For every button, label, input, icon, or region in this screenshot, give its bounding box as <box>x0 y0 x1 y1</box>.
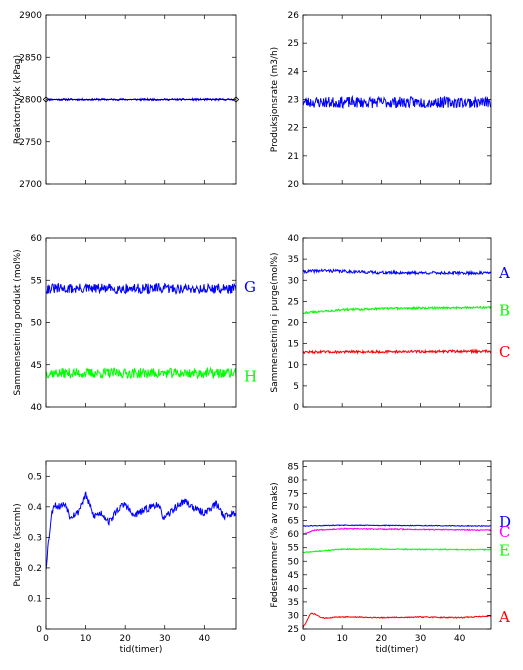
y-tick-label: 35 <box>288 255 299 265</box>
x-tick-label: 10 <box>336 634 348 644</box>
y-tick-label: 60 <box>31 234 43 244</box>
y-tick-label: 25 <box>288 39 299 49</box>
y-tick-label: 45 <box>288 571 299 581</box>
y-tick-label: 22 <box>288 124 299 134</box>
series-label-B: B <box>499 302 510 320</box>
series-label-E: E <box>499 541 510 559</box>
y-tick-label: 0.2 <box>28 564 42 574</box>
series-label-A: A <box>498 608 510 626</box>
x-tick-label: 0 <box>300 634 306 644</box>
series-label-C: C <box>499 523 510 541</box>
series-label-A: A <box>498 264 510 282</box>
y-tick-label: 75 <box>288 490 299 500</box>
series-label-G: G <box>244 278 256 296</box>
series-line-C <box>303 348 491 355</box>
y-tick-label: 5 <box>293 382 299 392</box>
chart-panel-1: 20 21 22 23 24 25 26 Produksjonsrate (m3/h) <box>270 11 492 190</box>
y-axis-label: Sammensetning produkt (mol%) <box>13 249 23 395</box>
x-tick-label: 40 <box>454 634 466 644</box>
y-axis-label: Produksjonsrate (m3/h) <box>270 47 280 152</box>
x-axis-label: tid(timer) <box>376 645 419 655</box>
y-tick-label: 70 <box>288 503 300 513</box>
y-tick-label: 2800 <box>19 96 42 106</box>
y-tick-label: 15 <box>288 340 299 350</box>
series-line-0 <box>46 491 236 570</box>
y-tick-label: 20 <box>288 319 300 329</box>
series-label-H: H <box>244 368 257 386</box>
y-tick-label: 2750 <box>19 138 42 148</box>
x-tick-label: 30 <box>415 634 427 644</box>
y-tick-label: 30 <box>288 276 300 286</box>
y-tick-label: 2850 <box>19 53 42 63</box>
y-tick-label: 40 <box>31 403 43 413</box>
y-tick-label: 20 <box>288 180 300 190</box>
x-tick-label: 20 <box>119 634 131 644</box>
series-line-A <box>303 268 491 277</box>
x-tick-label: 10 <box>80 634 92 644</box>
series-line-0 <box>303 94 491 110</box>
series-line-H <box>46 366 236 380</box>
y-axis-label: Reaktortrykk (kPag) <box>13 55 23 144</box>
y-tick-label: 55 <box>288 544 299 554</box>
series-line-C <box>303 527 491 535</box>
y-tick-label: 65 <box>288 517 299 527</box>
series-label-D: D <box>499 513 511 531</box>
y-tick-label: 0.4 <box>28 503 43 513</box>
y-tick-label: 50 <box>31 319 43 329</box>
y-tick-label: 0.5 <box>28 472 42 482</box>
chart-panel-4: 0 0.1 0.2 0.3 0.4 0.5 0 10 20 30 40 Purgerate (kscm… <box>13 460 237 655</box>
y-tick-label: 2900 <box>19 11 42 21</box>
y-tick-label: 45 <box>31 361 42 371</box>
y-tick-label: 26 <box>288 11 300 21</box>
y-tick-label: 50 <box>288 557 300 567</box>
y-tick-label: 23 <box>288 96 299 106</box>
x-axis-label: tid(timer) <box>120 645 163 655</box>
axes-frame <box>45 237 237 408</box>
x-tick-label: 30 <box>159 634 171 644</box>
series-line-E <box>303 547 491 554</box>
y-tick-label: 21 <box>288 152 299 162</box>
y-tick-label: 0.3 <box>28 533 42 543</box>
y-axis-label: Fødestrømmer (% av maks) <box>270 482 280 607</box>
y-tick-label: 80 <box>288 476 300 486</box>
chart-panel-0: 2700 2750 2800 2850 2900 Reaktortrykk (kPag) <box>13 11 240 190</box>
y-tick-label: 85 <box>288 462 299 472</box>
y-tick-label: 60 <box>288 530 300 540</box>
y-tick-label: 25 <box>288 625 299 635</box>
axes-frame <box>302 460 492 630</box>
y-axis-label: Sammensetning i purge(mol%) <box>270 252 280 392</box>
y-tick-label: 55 <box>31 276 42 286</box>
y-tick-label: 40 <box>288 584 300 594</box>
y-tick-label: 0 <box>293 403 299 413</box>
y-tick-label: 0.1 <box>28 594 42 604</box>
x-tick-label: 0 <box>43 634 49 644</box>
x-tick-label: 20 <box>376 634 388 644</box>
chart-panel-2: 40 45 50 55 60 Sammensetning produkt (mol%) G H <box>13 234 257 413</box>
y-axis-label: Purgerate (kscmh) <box>13 503 23 586</box>
y-tick-label: 10 <box>288 361 300 371</box>
chart-panel-3: 0 5 10 15 20 25 30 35 40 Sammensetning i purge(mo… <box>270 234 510 413</box>
y-tick-label: 0 <box>36 625 42 635</box>
axes-frame <box>302 14 492 185</box>
y-tick-label: 35 <box>288 598 299 608</box>
y-tick-label: 30 <box>288 611 300 621</box>
series-line-D <box>303 524 491 527</box>
axes-frame <box>302 237 492 408</box>
y-tick-label: 2700 <box>19 180 42 190</box>
series-label-C: C <box>499 343 510 361</box>
chart-panel-5: 25 30 35 40 45 50 55 60 65 70 75 80 85 0 10 20 30 40 Fødes… <box>270 460 511 655</box>
series-line-A <box>303 612 491 629</box>
y-tick-label: 40 <box>288 234 300 244</box>
series-line-B <box>303 305 491 315</box>
series-line-G <box>46 282 236 295</box>
x-tick-label: 40 <box>199 634 211 644</box>
axes-frame <box>45 460 237 630</box>
y-tick-label: 25 <box>288 297 299 307</box>
y-tick-label: 24 <box>288 67 300 77</box>
